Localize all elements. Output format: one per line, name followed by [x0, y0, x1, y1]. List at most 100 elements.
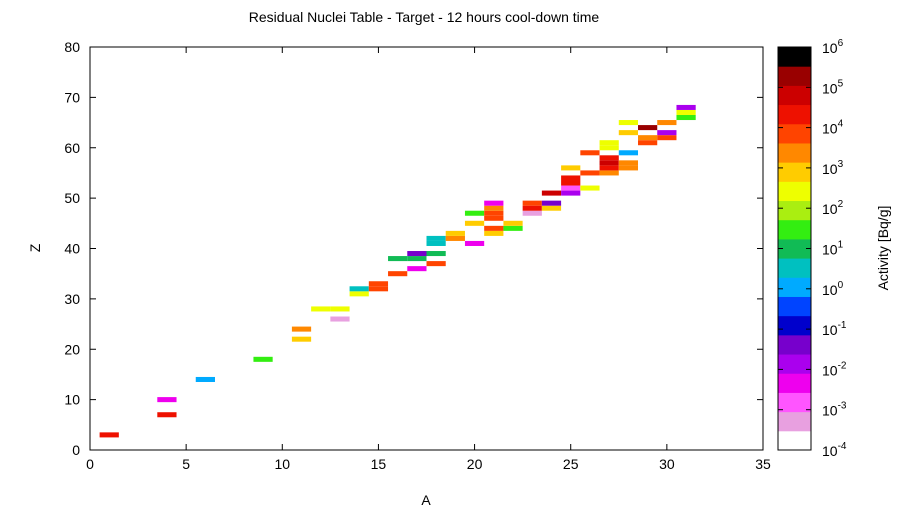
colorbar-swatch: [778, 85, 811, 106]
x-tick-label: 25: [563, 456, 579, 472]
nuclide-cell: [541, 200, 562, 206]
y-axis: 0 10 20 30 40 50 60 70 80: [64, 39, 763, 458]
y-tick-label: 70: [64, 89, 80, 105]
x-tick-label: 10: [274, 456, 290, 472]
nuclide-cell: [253, 356, 273, 362]
nuclide-cell: [330, 306, 350, 312]
nuclide-cell: [388, 271, 408, 277]
colorbar-swatch: [778, 334, 811, 355]
y-axis-label: Z: [27, 243, 43, 252]
colorbar-tick-label: 10-4: [822, 441, 847, 459]
nuclide-cell: [484, 205, 504, 211]
y-tick-label: 10: [64, 392, 80, 408]
nuclide-cell: [561, 185, 581, 191]
x-tick-label: 20: [467, 456, 483, 472]
y-tick-label: 50: [64, 190, 80, 206]
nuclide-cell: [522, 210, 542, 216]
colorbar-swatch: [778, 123, 811, 144]
nuclide-cell: [291, 336, 312, 342]
nuclide-cell: [464, 240, 485, 246]
y-tick-label: 0: [72, 442, 80, 458]
nuclide-cell: [618, 160, 639, 166]
colorbar-swatch: [778, 200, 811, 221]
colorbar-tick-label: 103: [822, 159, 844, 177]
y-tick-label: 60: [64, 140, 80, 156]
nuclide-cell: [618, 130, 639, 136]
nuclide-cell: [561, 175, 581, 181]
nuclide-cell: [407, 256, 427, 262]
nuclide-cell: [599, 145, 619, 151]
nuclide-cell: [541, 205, 562, 211]
y-tick-label: 30: [64, 291, 80, 307]
colorbar-tick-label: 10-1: [822, 320, 847, 338]
nuclide-cell: [349, 291, 369, 297]
colorbar-swatch: [778, 104, 811, 125]
nuclide-cell: [541, 190, 562, 196]
nuclide-cell: [676, 109, 696, 116]
nuclide-cell: [368, 286, 389, 292]
x-tick-label: 35: [755, 456, 771, 472]
nuclide-cell: [464, 220, 485, 226]
nuclide-cell: [99, 432, 119, 438]
colorbar-swatch: [778, 66, 811, 86]
nuclide-cell: [426, 235, 446, 241]
colorbar-swatch: [778, 47, 811, 67]
nuclide-cell: [638, 125, 658, 131]
colorbar: 10-4 10-3 10-2 10-1 100 101 102 103 104 105 106: [777, 38, 847, 459]
nuclide-cell: [426, 261, 446, 267]
colorbar-tick-label: 104: [822, 119, 844, 137]
data-marks: [99, 104, 696, 438]
y-tick-label: 20: [64, 341, 80, 357]
nuclide-cell: [676, 104, 696, 110]
nuclide-cell: [618, 120, 639, 126]
nuclide-cell: [349, 286, 369, 292]
nuclide-cell: [618, 150, 639, 156]
nuclide-cell: [618, 165, 639, 171]
colorbar-swatch: [778, 296, 811, 317]
nuclide-cell: [445, 230, 465, 236]
nuclide-cell: [407, 251, 427, 257]
nuclide-cell: [657, 135, 677, 141]
nuclide-cell: [580, 150, 600, 156]
nuclide-cell: [580, 185, 600, 191]
nuclide-cell: [311, 306, 331, 312]
nuclide-cell: [503, 225, 523, 231]
nuclide-cell: [599, 170, 619, 176]
colorbar-swatch: [778, 219, 811, 240]
x-axis: 0 5 10 15 20 25 30 35: [86, 47, 771, 472]
nuclide-cell: [503, 220, 523, 226]
plot-frame: [89, 46, 764, 451]
nuclide-cell: [484, 230, 504, 236]
nuclide-cell: [484, 210, 504, 216]
nuclide-cell: [291, 326, 312, 332]
nuclide-cell: [599, 160, 619, 166]
nuclide-cell: [484, 225, 504, 231]
nuclide-cell: [561, 190, 581, 196]
chart-title: Residual Nuclei Table - Target - 12 hour…: [249, 9, 600, 25]
colorbar-swatch: [778, 315, 811, 336]
colorbar-tick-label: 102: [822, 199, 844, 217]
colorbar-swatch: [778, 181, 811, 202]
nuclide-cell: [407, 266, 427, 272]
nuclide-cell: [157, 397, 177, 403]
colorbar-swatch: [778, 238, 811, 259]
x-tick-label: 15: [371, 456, 387, 472]
nuclide-cell: [599, 155, 619, 161]
nuclide-cell: [368, 281, 389, 287]
x-axis-label: A: [421, 492, 431, 508]
nuclide-cell: [599, 165, 619, 171]
colorbar-swatch: [778, 162, 811, 182]
nuclide-cell: [580, 170, 600, 176]
nuclide-cell: [157, 412, 177, 418]
colorbar-swatch: [778, 277, 811, 297]
colorbar-swatch: [778, 392, 811, 413]
x-tick-label: 5: [182, 456, 190, 472]
colorbar-swatch: [778, 373, 811, 393]
nuclide-cell: [657, 130, 677, 136]
nuclide-cell: [638, 140, 658, 146]
nuclide-cell: [657, 120, 677, 126]
nuclide-cell: [561, 180, 581, 186]
colorbar-tick-label: 101: [822, 240, 844, 258]
colorbar-swatch: [778, 411, 811, 432]
